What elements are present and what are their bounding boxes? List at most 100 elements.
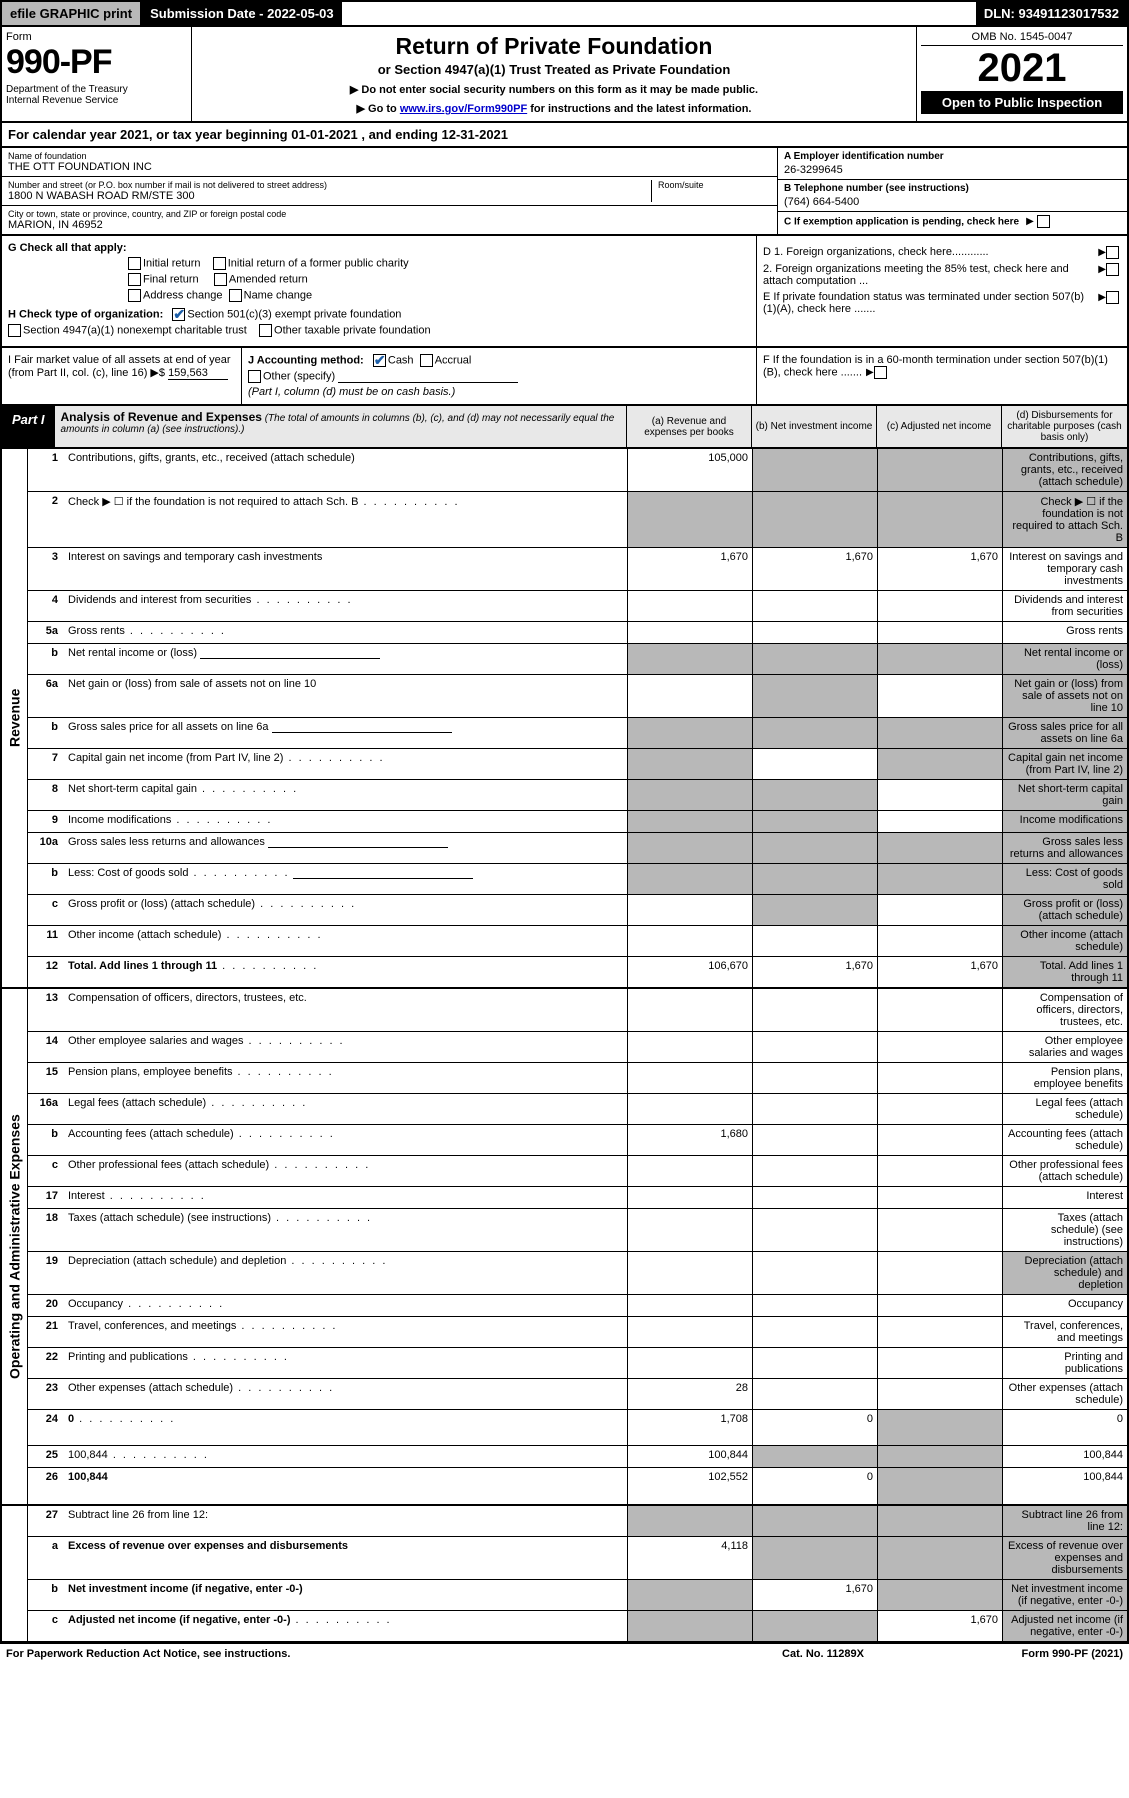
table-row: 10aGross sales less returns and allowanc…: [28, 833, 1127, 864]
foundation-name-cell: Name of foundation THE OTT FOUNDATION IN…: [2, 148, 777, 177]
table-row: 20OccupancyOccupancy: [28, 1295, 1127, 1317]
i-section: I Fair market value of all assets at end…: [2, 348, 242, 404]
table-row: 16aLegal fees (attach schedule)Legal fee…: [28, 1094, 1127, 1125]
accrual-cb[interactable]: [420, 354, 433, 367]
table-row: 7Capital gain net income (from Part IV, …: [28, 749, 1127, 780]
irs: Internal Revenue Service: [6, 95, 187, 106]
form-number: 990-PF: [6, 43, 187, 82]
table-row: 8Net short-term capital gainNet short-te…: [28, 780, 1127, 811]
submission-date: Submission Date - 2022-05-03: [142, 2, 342, 25]
cash-cb[interactable]: [373, 354, 386, 367]
g-section: G Check all that apply: Initial return I…: [8, 242, 750, 302]
d2-item: 2. Foreign organizations meeting the 85%…: [763, 263, 1121, 287]
table-row: cGross profit or (loss) (attach schedule…: [28, 895, 1127, 926]
form-subtitle: or Section 4947(a)(1) Trust Treated as P…: [198, 62, 910, 77]
part1-label: Part I: [2, 406, 55, 447]
col-d-head: (d) Disbursements for charitable purpose…: [1002, 406, 1127, 447]
goto-note: ▶ Go to www.irs.gov/Form990PF for instru…: [198, 102, 910, 115]
ein-cell: A Employer identification number 26-3299…: [778, 148, 1127, 180]
table-row: 15Pension plans, employee benefitsPensio…: [28, 1063, 1127, 1094]
table-row: 22Printing and publicationsPrinting and …: [28, 1348, 1127, 1379]
d1-item: D 1. Foreign organizations, check here..…: [763, 246, 1121, 259]
table-row: 1Contributions, gifts, grants, etc., rec…: [28, 449, 1127, 492]
revenue-table: Revenue 1Contributions, gifts, grants, e…: [0, 449, 1129, 989]
table-row: 5aGross rentsGross rents: [28, 622, 1127, 644]
table-row: 12Total. Add lines 1 through 11106,6701,…: [28, 957, 1127, 987]
ijf-block: I Fair market value of all assets at end…: [0, 348, 1129, 406]
table-row: 9Income modificationsIncome modification…: [28, 811, 1127, 833]
4947-cb[interactable]: [8, 324, 21, 337]
other-taxable-cb[interactable]: [259, 324, 272, 337]
501c3-cb[interactable]: [172, 308, 185, 321]
open-to-public: Open to Public Inspection: [921, 91, 1123, 114]
terminated-cb[interactable]: [1106, 291, 1119, 304]
table-row: aExcess of revenue over expenses and dis…: [28, 1537, 1127, 1580]
address-change-cb[interactable]: [128, 289, 141, 302]
table-row: 2Check ▶ ☐ if the foundation is not requ…: [28, 492, 1127, 548]
table-row: 3Interest on savings and temporary cash …: [28, 548, 1127, 591]
year-block: OMB No. 1545-0047 2021 Open to Public In…: [917, 27, 1127, 121]
foreign-85-cb[interactable]: [1106, 263, 1119, 276]
60month-cb[interactable]: [874, 366, 887, 379]
dln: DLN: 93491123017532: [976, 2, 1127, 25]
name-change-cb[interactable]: [229, 289, 242, 302]
pending-checkbox[interactable]: [1037, 215, 1050, 228]
check-block: G Check all that apply: Initial return I…: [0, 236, 1129, 348]
table-row: 2401,70800: [28, 1410, 1127, 1446]
paperwork-note: For Paperwork Reduction Act Notice, see …: [6, 1648, 723, 1660]
table-row: bNet rental income or (loss) Net rental …: [28, 644, 1127, 675]
table-row: 6aNet gain or (loss) from sale of assets…: [28, 675, 1127, 718]
efile-print[interactable]: efile GRAPHIC print: [2, 2, 142, 25]
table-row: cAdjusted net income (if negative, enter…: [28, 1611, 1127, 1641]
table-row: cOther professional fees (attach schedul…: [28, 1156, 1127, 1187]
ssn-note: ▶ Do not enter social security numbers o…: [198, 83, 910, 96]
bottom-table: 27Subtract line 26 from line 12:Subtract…: [0, 1506, 1129, 1643]
table-row: bLess: Cost of goods sold Less: Cost of …: [28, 864, 1127, 895]
amended-return-cb[interactable]: [214, 273, 227, 286]
form-header: Form 990-PF Department of the Treasury I…: [0, 27, 1129, 123]
top-bar: efile GRAPHIC print Submission Date - 20…: [0, 0, 1129, 27]
table-row: 17InterestInterest: [28, 1187, 1127, 1209]
city-cell: City or town, state or province, country…: [2, 206, 777, 234]
tax-year: 2021: [921, 46, 1123, 91]
pending-cell: C If exemption application is pending, c…: [778, 212, 1127, 231]
final-return-cb[interactable]: [128, 273, 141, 286]
form-label: Form: [6, 31, 187, 43]
j-section: J Accounting method: Cash Accrual Other …: [242, 348, 757, 404]
form-title: Return of Private Foundation: [198, 33, 910, 60]
revenue-rotated-label: Revenue: [2, 449, 28, 987]
table-row: 23Other expenses (attach schedule)28Othe…: [28, 1379, 1127, 1410]
telephone-cell: B Telephone number (see instructions) (7…: [778, 180, 1127, 212]
table-row: bGross sales price for all assets on lin…: [28, 718, 1127, 749]
page-footer: For Paperwork Reduction Act Notice, see …: [0, 1643, 1129, 1664]
calendar-year-row: For calendar year 2021, or tax year begi…: [0, 123, 1129, 148]
table-row: 21Travel, conferences, and meetingsTrave…: [28, 1317, 1127, 1348]
initial-former-cb[interactable]: [213, 257, 226, 270]
table-row: bAccounting fees (attach schedule)1,680A…: [28, 1125, 1127, 1156]
table-row: 13Compensation of officers, directors, t…: [28, 989, 1127, 1032]
address-cell: Number and street (or P.O. box number if…: [2, 177, 777, 206]
table-row: 26100,844102,5520100,844: [28, 1468, 1127, 1504]
table-row: 19Depreciation (attach schedule) and dep…: [28, 1252, 1127, 1295]
table-row: 4Dividends and interest from securitiesD…: [28, 591, 1127, 622]
col-c-head: (c) Adjusted net income: [877, 406, 1002, 447]
table-row: 27Subtract line 26 from line 12:Subtract…: [28, 1506, 1127, 1537]
table-row: 18Taxes (attach schedule) (see instructi…: [28, 1209, 1127, 1252]
table-row: 11Other income (attach schedule)Other in…: [28, 926, 1127, 957]
initial-return-cb[interactable]: [128, 257, 141, 270]
table-row: 25100,844100,844100,844: [28, 1446, 1127, 1468]
expense-rotated-label: Operating and Administrative Expenses: [2, 989, 28, 1504]
form-link[interactable]: www.irs.gov/Form990PF: [400, 103, 527, 115]
part1-desc: Analysis of Revenue and Expenses (The to…: [55, 406, 627, 447]
col-a-head: (a) Revenue and expenses per books: [627, 406, 752, 447]
form-title-block: Return of Private Foundation or Section …: [192, 27, 917, 121]
cat-no: Cat. No. 11289X: [723, 1648, 923, 1660]
foreign-cb[interactable]: [1106, 246, 1119, 259]
omb-number: OMB No. 1545-0047: [921, 31, 1123, 46]
part1-header: Part I Analysis of Revenue and Expenses …: [0, 406, 1129, 449]
table-row: 14Other employee salaries and wagesOther…: [28, 1032, 1127, 1063]
form-ref: Form 990-PF (2021): [923, 1648, 1123, 1660]
f-section: F If the foundation is in a 60-month ter…: [757, 348, 1127, 404]
other-method-cb[interactable]: [248, 370, 261, 383]
table-row: bNet investment income (if negative, ent…: [28, 1580, 1127, 1611]
